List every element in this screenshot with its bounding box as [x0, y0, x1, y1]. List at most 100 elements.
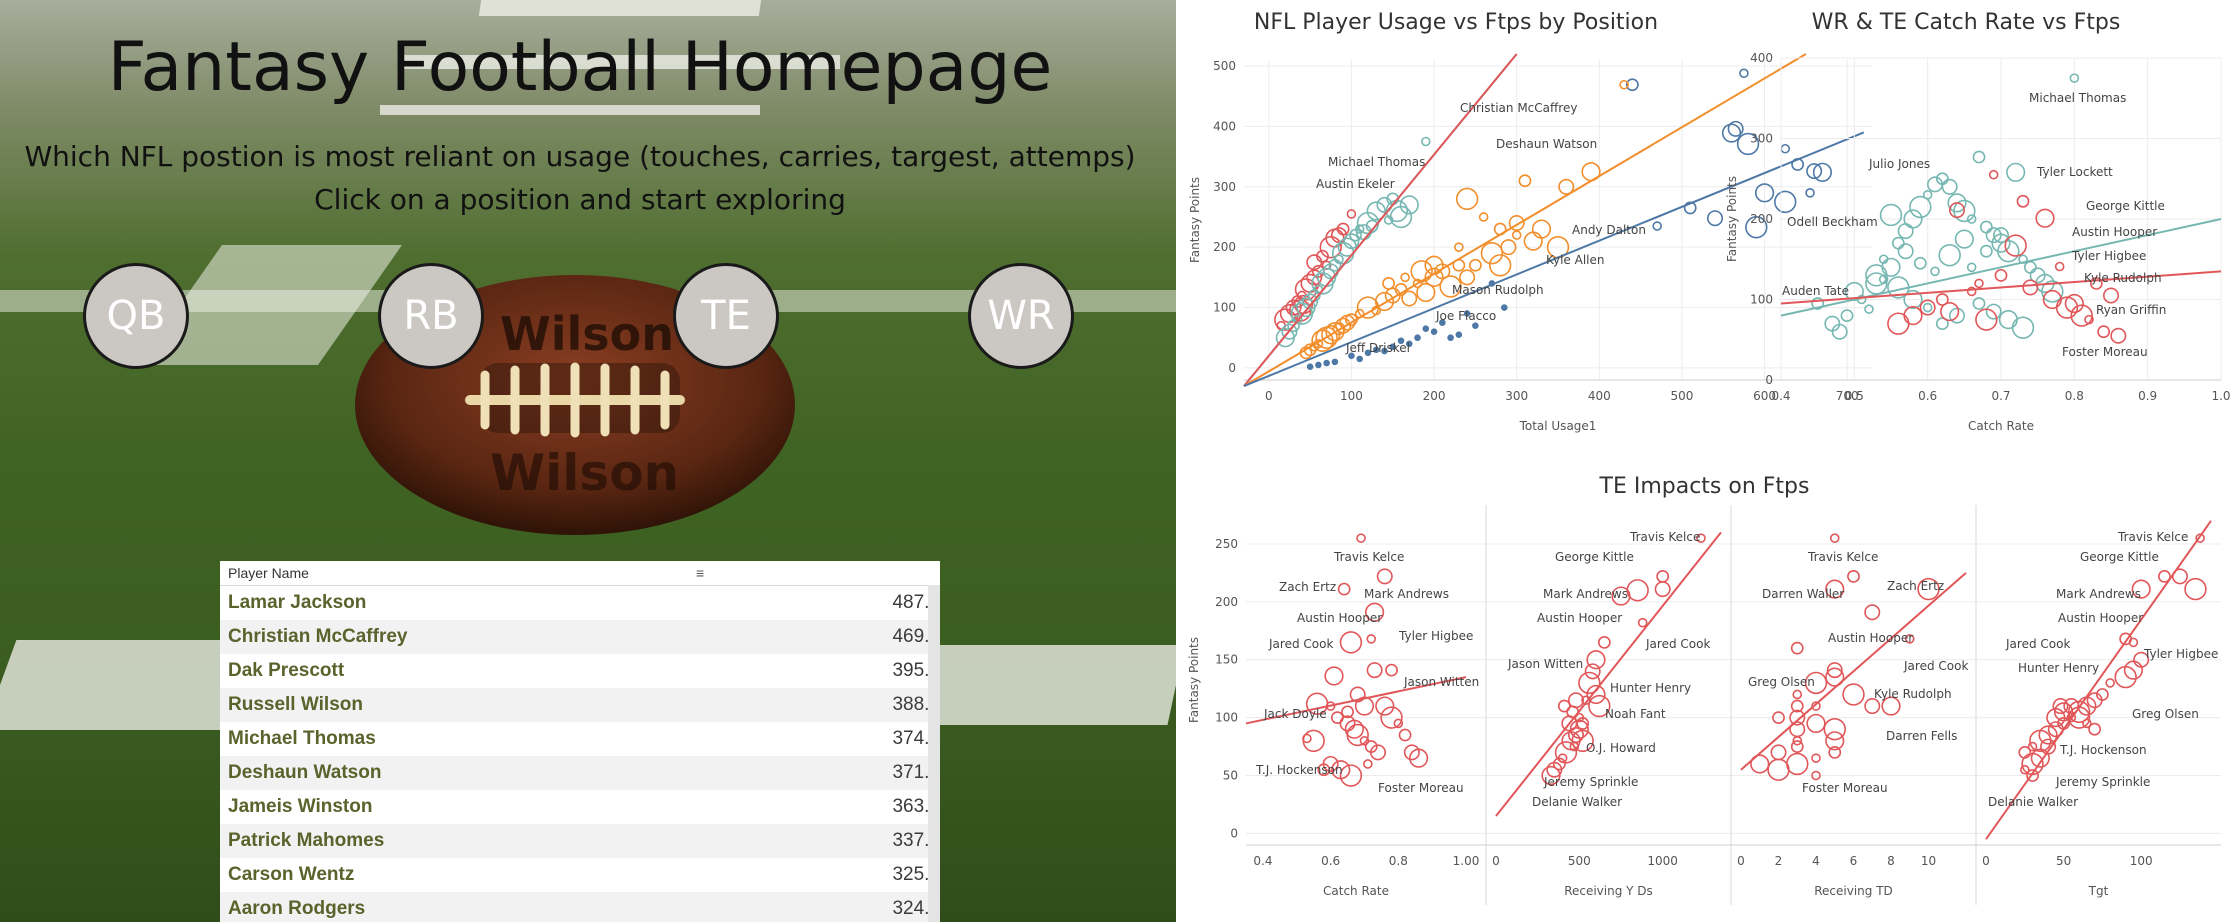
player-annotation: Greg Olsen	[1748, 675, 1815, 689]
data-point-te	[1285, 299, 1302, 316]
data-point-wr	[1979, 220, 1993, 234]
x-tick-label: 600	[1753, 389, 1776, 403]
data-point-wr	[1966, 214, 1977, 224]
trendline-te	[1780, 270, 2222, 305]
data-point-te	[1561, 715, 1578, 732]
data-point-te	[1842, 683, 1865, 706]
data-point-wr	[1972, 150, 1986, 164]
data-point-wr	[1954, 229, 1974, 249]
data-point-te	[1904, 634, 1915, 644]
data-point-wr	[1903, 289, 1923, 310]
data-point-wr	[1343, 233, 1360, 250]
data-point-te	[1403, 744, 1420, 761]
y-tick-label: 100	[1750, 293, 1773, 307]
data-point-te	[1302, 733, 1312, 744]
qb-button[interactable]: QB	[83, 263, 189, 369]
x-tick-label: 1000	[1647, 854, 1678, 868]
data-point-te	[2046, 708, 2066, 728]
data-point-te	[1828, 745, 1842, 759]
data-point-te	[1324, 666, 1344, 686]
data-point-te	[2086, 692, 2103, 709]
data-point-te	[1792, 689, 1803, 700]
data-point-qb	[1389, 343, 1397, 351]
player-annotation: Ryan Griffin	[2096, 303, 2166, 317]
x-tick-label: 400	[1588, 389, 1611, 403]
table-row[interactable]: Dak Prescott 395.8	[220, 654, 940, 688]
data-point-te	[1366, 634, 1377, 644]
data-point-te	[1917, 577, 1940, 601]
player-annotation: Travis Kelce	[1333, 550, 1404, 564]
data-point-te	[1847, 569, 1860, 583]
data-point-qb	[1439, 319, 1446, 326]
data-point-te	[2029, 729, 2052, 752]
data-point-te	[1319, 235, 1342, 259]
player-annotation: Jared Cook	[1903, 659, 1968, 673]
table-row[interactable]: Jameis Winston 363.4	[220, 790, 940, 824]
data-point-qb	[1500, 304, 1508, 311]
x-axis-label: Total Usage1	[1519, 419, 1597, 433]
sort-icon[interactable]: ≡	[696, 565, 705, 581]
wr-button[interactable]: WR	[968, 263, 1074, 369]
data-point-te	[1581, 695, 1591, 706]
data-point-te	[2004, 234, 2027, 257]
column-header-player-name[interactable]: Player Name	[228, 565, 309, 581]
x-tick-label: 0.4	[1253, 854, 1272, 868]
data-point-te	[1385, 663, 1398, 677]
rb-button[interactable]: RB	[378, 263, 484, 369]
player-points: 337.0	[892, 830, 940, 851]
table-row[interactable]: Christian McCaffrey 469.2	[220, 620, 940, 654]
data-point-wr	[1909, 195, 1932, 219]
data-point-te	[1346, 209, 1357, 219]
x-tick-label: 0.5	[1845, 389, 1864, 403]
data-point-te	[1974, 278, 1984, 289]
data-point-qb	[1812, 162, 1833, 182]
data-point-te	[1584, 663, 1601, 680]
data-point-te	[1552, 757, 1566, 771]
table-scrollbar[interactable]	[928, 585, 940, 922]
table-row[interactable]: Aaron Rodgers 324.4	[220, 892, 940, 922]
player-annotation: Jared Cook	[1645, 637, 1710, 651]
data-point-te	[1294, 278, 1318, 301]
trendline-te	[1495, 531, 1722, 817]
player-annotation: Foster Moreau	[2062, 345, 2148, 359]
x-tick-label: 200	[1423, 389, 1446, 403]
data-point-qb	[1736, 132, 1760, 156]
data-point-te	[1306, 254, 1323, 271]
player-annotation: Christian McCaffrey	[1460, 101, 1577, 115]
player-annotation: George Kittle	[2086, 199, 2165, 213]
data-point-wr	[1991, 233, 2011, 253]
data-point-te	[1541, 765, 1561, 786]
trendline-te	[1245, 676, 1467, 725]
data-point-rb	[1619, 79, 1629, 90]
data-point-te	[1597, 635, 1611, 649]
data-point-rb	[1400, 272, 1410, 283]
player-annotation: Joe Flacco	[1435, 309, 1496, 323]
table-row[interactable]: Deshaun Watson 371.0	[220, 756, 940, 790]
y-tick-label: 0	[1765, 373, 1773, 387]
data-point-te	[1322, 755, 1339, 772]
table-row[interactable]: Patrick Mahomes 337.0	[220, 824, 940, 858]
data-point-rb	[1508, 215, 1525, 232]
y-tick-label: 500	[1213, 59, 1236, 73]
player-annotation: Jeremy Sprinkle	[2055, 775, 2150, 789]
data-point-te	[1346, 723, 1369, 747]
data-point-te	[1770, 744, 1787, 761]
data-point-te	[1864, 604, 1881, 621]
table-row[interactable]: Michael Thomas 374.6	[220, 722, 940, 756]
data-point-te	[2119, 632, 2133, 646]
yard-line	[380, 105, 760, 115]
data-point-qb	[1372, 346, 1380, 354]
player-name: Lamar Jackson	[228, 592, 367, 613]
data-point-wr	[1349, 228, 1362, 242]
data-point-qb	[1625, 78, 1639, 92]
table-row[interactable]: Russell Wilson 388.6	[220, 688, 940, 722]
te-button[interactable]: TE	[673, 263, 779, 369]
data-point-qb	[1323, 359, 1330, 367]
trendline-te	[1985, 520, 2212, 840]
data-point-rb	[1518, 174, 1532, 188]
player-name: Russell Wilson	[228, 694, 363, 715]
trendline-qb	[1243, 131, 1865, 387]
table-row[interactable]: Carson Wentz 325.9	[220, 858, 940, 892]
table-row[interactable]: Lamar Jackson 487.7	[220, 586, 940, 620]
data-point-te	[2097, 325, 2111, 339]
